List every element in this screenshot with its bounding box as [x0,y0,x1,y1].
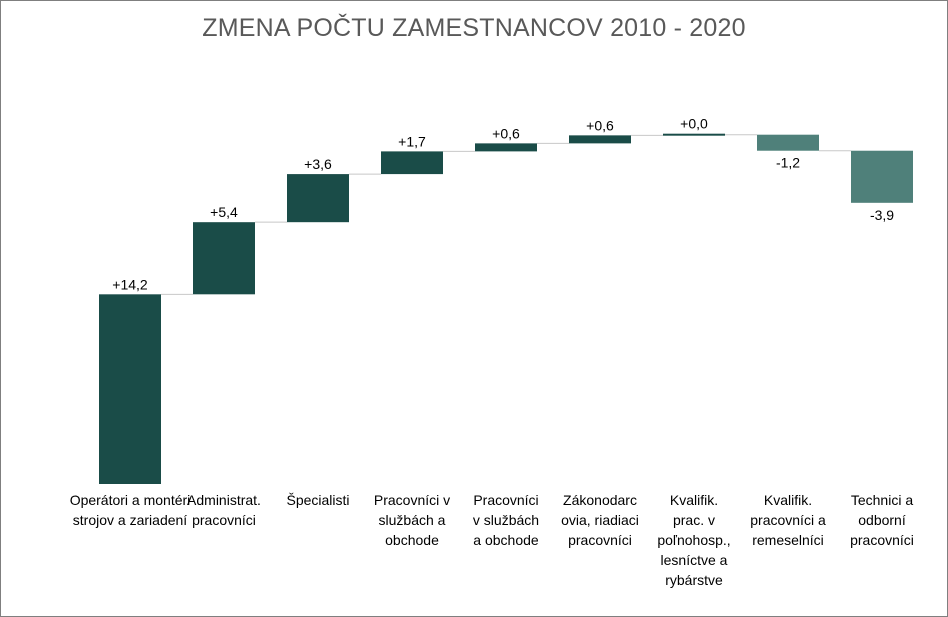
chart-title: ZMENA POČTU ZAMESTNANCOV 2010 - 2020 [202,14,746,42]
category-label-line: Operátori a montéri [69,492,191,508]
category-label-line: remeselníci [752,532,824,548]
data-label-5: +0,6 [492,125,520,141]
bar-7 [663,133,725,136]
category-label-3: Špecialisti [240,490,396,510]
category-label-line: službách a [378,512,446,528]
data-label-9: -3,9 [870,207,894,223]
category-label-line: poľnohosp., [657,532,731,548]
data-label-4: +1,7 [398,133,426,149]
category-label-line: ovia, riadiaci [561,512,639,528]
category-label-line: Špecialisti [286,492,350,508]
category-label-line: Pracovníci [473,492,539,508]
category-label-8: Kvalifik. pracovníci a remeselníci [710,490,866,550]
bar-3 [287,174,349,223]
bar-1 [99,294,161,484]
category-label-line: pracovníci [850,532,914,548]
category-label-line: Technici a [850,492,914,508]
category-label-line: odborní [858,512,906,528]
category-label-4: Pracovníci v službách a obchode [334,490,490,550]
category-label-1: Operátori a montéri strojov a zariadení [52,490,208,530]
data-label-8: -1,2 [776,155,800,171]
category-label-line: Kvalifik. [763,492,813,508]
category-label-2: Administrat. pracovníci [146,490,302,530]
data-label-3: +3,6 [304,156,332,172]
category-label-5: Pracovníci v službách a obchode [428,490,584,550]
bar-4 [381,151,443,175]
category-label-line: lesníctve a [660,552,728,568]
category-label-line: Kvalifik. [669,492,719,508]
bar-5 [475,143,537,152]
category-label-7: Kvalifik. prac. v poľnohosp., lesníctve a ry… [616,490,772,590]
category-label-line: pracovníci a [750,512,826,528]
data-label-1: +14,2 [112,276,148,292]
category-label-line: rybárstve [665,572,723,588]
category-label-line: Administrat. [187,492,261,508]
category-label-line: pracovníci [192,512,256,528]
category-label-line: Zákonodarc [563,492,637,508]
data-label-2: +5,4 [210,204,238,220]
bar-2 [193,222,255,295]
category-label-line: Pracovníci v [373,492,451,508]
data-label-7: +0,0 [680,116,708,132]
category-label-line: obchode [385,532,439,548]
category-label-line: prac. v [672,512,715,528]
category-label-line: a obchode [473,532,539,548]
category-label-line: pracovníci [568,532,632,548]
category-label-9: Technici a odborní pracovníci [804,490,948,550]
bar-9 [851,150,913,203]
data-label-6: +0,6 [586,117,614,133]
category-label-6: Zákonodarc ovia, riadiaci pracovníci [522,490,678,550]
bar-6 [569,135,631,144]
category-label-line: v službách [472,512,540,528]
bar-8 [757,134,819,151]
category-label-line: strojov a zariadení [72,512,188,528]
